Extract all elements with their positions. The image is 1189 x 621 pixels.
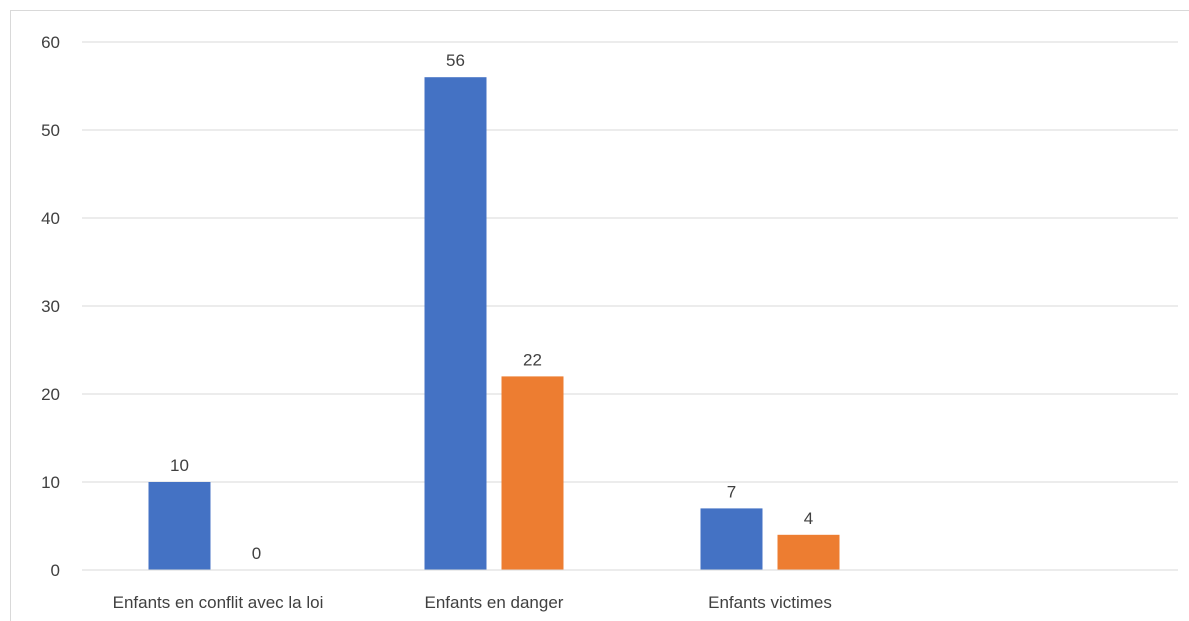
data-label: 4 — [804, 509, 813, 528]
data-labels: 10 0 56 22 7 4 — [170, 51, 813, 563]
data-label: 10 — [170, 456, 189, 475]
x-category-label: Enfants en conflit avec la loi — [113, 593, 324, 612]
data-label: 22 — [523, 350, 542, 369]
chart-frame — [10, 10, 1189, 621]
y-tick-label: 20 — [41, 385, 60, 404]
bar — [424, 77, 487, 570]
x-category-label: Enfants victimes — [708, 593, 832, 612]
data-label: 7 — [727, 482, 736, 501]
bar — [501, 376, 564, 570]
y-tick-label: 50 — [41, 121, 60, 140]
gridlines — [82, 41, 1178, 483]
bar — [148, 482, 211, 570]
bars — [148, 77, 840, 570]
y-tick-label: 60 — [41, 33, 60, 52]
x-category-label: Enfants en danger — [425, 593, 564, 612]
y-tick-label: 10 — [41, 473, 60, 492]
x-axis-categories: Enfants en conflit avec la loi Enfants en… — [113, 593, 832, 612]
bar — [700, 508, 763, 570]
data-label: 56 — [446, 51, 465, 70]
bar — [777, 534, 840, 570]
y-axis-ticks: 0 10 20 30 40 50 60 — [41, 33, 60, 580]
y-tick-label: 30 — [41, 297, 60, 316]
y-tick-label: 40 — [41, 209, 60, 228]
data-label: 0 — [252, 544, 261, 563]
y-tick-label: 0 — [51, 561, 60, 580]
